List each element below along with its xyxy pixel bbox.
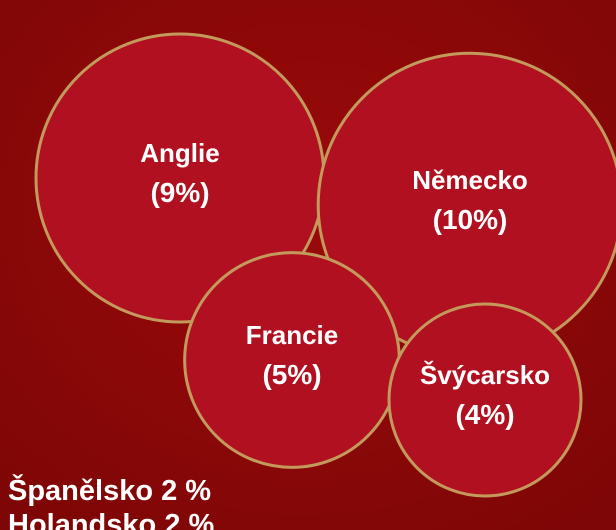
item-label: Španělsko — [8, 473, 153, 507]
bubble-label: Anglie — [140, 138, 219, 168]
bubble-value-label: (9%) — [150, 177, 209, 208]
bubble-value-label: (4%) — [455, 399, 514, 430]
item-label: Holandsko — [8, 509, 156, 530]
bubble-label: Francie — [246, 320, 339, 350]
item-value-label: 2 % — [164, 509, 214, 530]
bubble-value-label: (5%) — [262, 359, 321, 390]
bubble-label: Německo — [412, 165, 528, 195]
bubble-value-label: (10%) — [433, 204, 508, 235]
small-item: Španělsko 2 % — [8, 473, 211, 507]
bubble — [387, 302, 583, 498]
small-item: Holandsko 2 % — [8, 509, 214, 530]
bubble-label: Švýcarsko — [420, 360, 550, 390]
item-value-label: 2 % — [161, 475, 211, 507]
